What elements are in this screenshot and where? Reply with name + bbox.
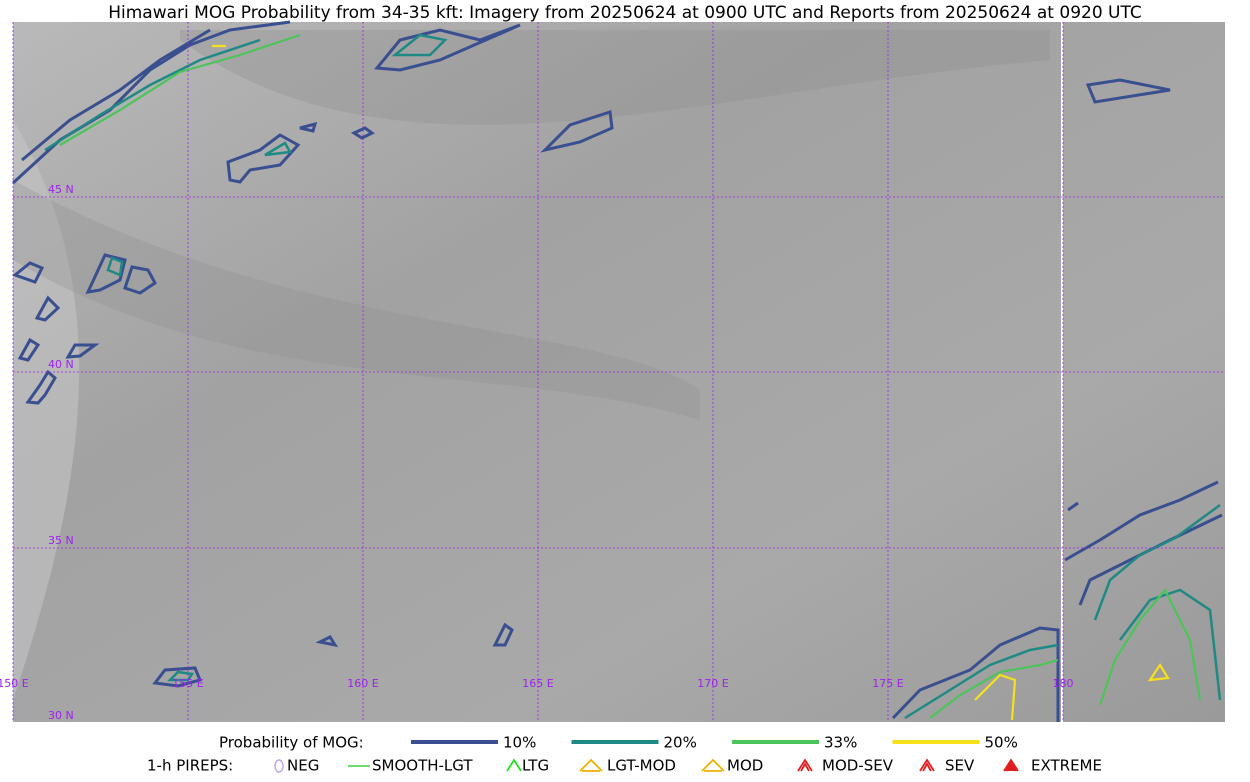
lon-label: 155 E	[172, 677, 203, 690]
map: 45 N 40 N 35 N 30 N 150 E 155 E 160 E 165 E 170 …	[0, 20, 1225, 722]
legend-text: LGT-MOD	[607, 757, 676, 775]
lat-label: 40 N	[48, 358, 74, 371]
pirep-icon	[701, 758, 725, 772]
lon-label: 160 E	[347, 677, 378, 690]
legend-text: MOD-SEV	[822, 757, 894, 775]
graticule: 45 N 40 N 35 N 30 N 150 E 155 E 160 E 165 E 170 …	[0, 22, 1225, 722]
pirep-icon	[506, 758, 522, 772]
pirep-icon	[919, 758, 935, 772]
pirep-icon	[579, 758, 603, 772]
lon-label: 170 E	[697, 677, 728, 690]
contours	[11, 20, 1223, 722]
lat-label: 45 N	[48, 183, 74, 196]
legend-text: 33%	[824, 734, 857, 752]
legend-text: SMOOTH-LGT	[372, 757, 473, 775]
legend-text: LTG	[522, 757, 549, 775]
dry-band	[13, 180, 700, 420]
legend-label: Probability of MOG:	[219, 734, 364, 752]
pirep-icon	[797, 758, 813, 772]
lon-label: 175 E	[872, 677, 903, 690]
legend-text: MOD	[727, 757, 763, 775]
lat-label: 30 N	[48, 709, 74, 722]
legend-text: 10%	[503, 734, 536, 752]
legend-text: SEV	[945, 757, 975, 775]
legend-text: NEG	[287, 757, 319, 775]
lon-label: 150 E	[0, 677, 29, 690]
title: Himawari MOG Probability from 34-35 kft:…	[108, 3, 1142, 23]
legend-label: 1-h PIREPS:	[147, 757, 233, 775]
legend-text: 50%	[985, 734, 1018, 752]
legend: Probability of MOG: 10% 20% 33% 50% 1-h PIREP…	[147, 734, 1102, 775]
legend-text: 20%	[664, 734, 697, 752]
pirep-icon	[1003, 758, 1019, 772]
lon-label: 180	[1053, 677, 1074, 690]
legend-text: EXTREME	[1031, 757, 1102, 775]
pirep-icon	[274, 759, 284, 773]
lat-label: 35 N	[48, 534, 74, 547]
lon-label: 165 E	[522, 677, 553, 690]
